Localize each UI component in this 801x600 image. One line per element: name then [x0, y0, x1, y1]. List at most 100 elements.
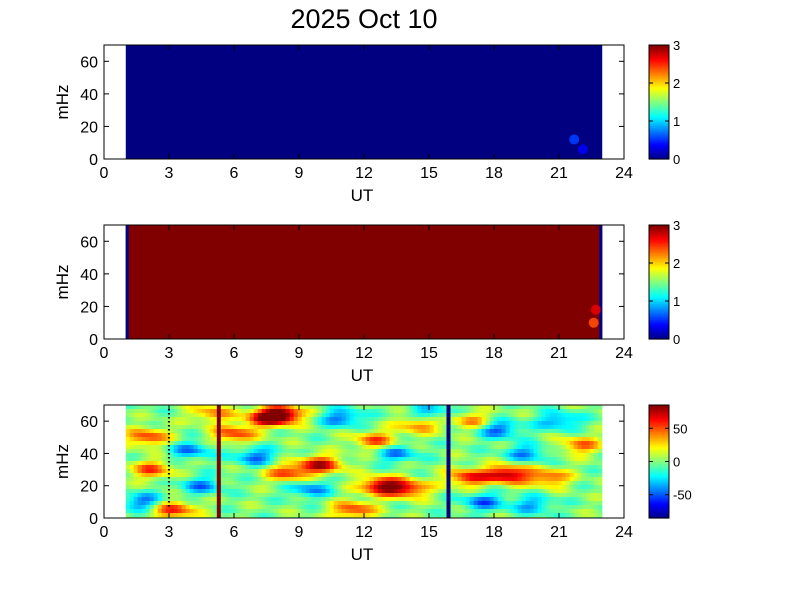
colorbar-segment [649, 93, 669, 96]
dotted-marker [167, 489, 170, 491]
colorbar-segment [649, 128, 669, 132]
colorbar-segment [649, 242, 669, 246]
colorbar: 50 0 -50 [648, 404, 692, 519]
x-tick-label: 9 [295, 345, 304, 362]
colorbar-segment [649, 405, 669, 408]
colorbar-segment [649, 73, 669, 76]
dotted-marker [167, 477, 170, 479]
colorbar-segment [649, 46, 669, 50]
colorbar-segment [649, 427, 669, 431]
colorbar-segment [649, 440, 669, 443]
colorbar-segment [649, 496, 669, 500]
colorbar-segment [649, 226, 669, 230]
x-tick-label: 3 [165, 165, 174, 182]
colorbar-segment [649, 301, 669, 304]
colorbar-segment [649, 61, 669, 64]
x-tick-label: 24 [615, 165, 633, 182]
colorbar-tick-label: 1 [673, 114, 680, 129]
x-tick-label: 6 [230, 345, 239, 362]
colorbar-segment [649, 233, 669, 237]
colorbar-segment [649, 119, 669, 123]
colorbar-segment [649, 465, 669, 468]
colorbar: 0 1 2 3 [648, 38, 680, 167]
colorbar-segment [649, 105, 669, 108]
colorbar-segment [649, 442, 669, 445]
x-tick-label: 0 [100, 165, 109, 182]
colorbar-segment [649, 69, 669, 73]
y-tick-label: 60 [80, 54, 98, 71]
dotted-marker [167, 445, 170, 447]
colorbar-segment [649, 126, 669, 130]
colorbar-segment [649, 282, 669, 285]
colorbar-segment [649, 408, 669, 411]
y-tick-label: 60 [80, 414, 98, 431]
colorbar-segment [649, 321, 669, 324]
colorbar-segment [649, 424, 669, 427]
dotted-marker [167, 441, 170, 443]
colorbar-segment [649, 514, 669, 517]
colorbar-segment [649, 303, 669, 306]
colorbar-segment [649, 308, 669, 312]
colorbar-frame [648, 44, 670, 160]
dotted-marker [167, 457, 170, 459]
colorbar: 0 1 2 3 [648, 218, 680, 347]
colorbar-segment [649, 84, 669, 87]
colorbar-tick-label: 0 [673, 332, 680, 347]
dotted-marker [167, 493, 170, 495]
colorbar-segment [649, 333, 669, 337]
colorbar-segment [649, 468, 669, 471]
spectral-feature [577, 144, 588, 155]
colorbar-segment [649, 450, 669, 454]
colorbar-segment [649, 57, 669, 60]
colorbar-segment [649, 50, 669, 53]
colorbar-segment [649, 265, 669, 269]
colorbar-segment [649, 322, 669, 326]
colorbar-segment [649, 510, 669, 514]
colorbar-segment [649, 267, 669, 271]
colorbar-segment [649, 48, 669, 51]
x-tick-label: 15 [420, 345, 438, 362]
dotted-marker [167, 449, 170, 451]
colorbar-segment [649, 80, 669, 84]
colorbar-tick-label: 50 [673, 421, 687, 436]
colorbar-tick-label: 2 [673, 256, 680, 271]
colorbar-segment [649, 466, 669, 470]
colorbar-segment [649, 130, 669, 133]
colorbar-segment [649, 509, 669, 512]
colorbar-segment [649, 480, 669, 484]
colorbar-segment [649, 102, 669, 105]
colorbar-tick-label: 1 [673, 294, 680, 309]
colorbar-segment [649, 82, 669, 85]
dotted-marker [167, 485, 170, 487]
colorbar-segment [649, 274, 669, 278]
colorbar-segment [649, 241, 669, 244]
colorbar-segment [649, 244, 669, 247]
x-tick-label: 0 [100, 524, 109, 541]
colorbar-segment [649, 59, 669, 62]
colorbar-segment [649, 335, 669, 338]
colorbar-segment [649, 280, 669, 283]
colorbar-frame [648, 224, 670, 340]
x-tick-label: 12 [355, 165, 373, 182]
y-tick-label: 40 [80, 267, 98, 284]
x-tick-label: 18 [485, 345, 503, 362]
colorbar-segment [649, 298, 669, 301]
colorbar-segment [649, 312, 669, 315]
colorbar-segment [649, 125, 669, 128]
x-tick-label: 24 [615, 345, 633, 362]
y-axis-label: mHz [53, 444, 72, 479]
colorbar-segment [649, 498, 669, 501]
colorbar-segment [649, 141, 669, 144]
colorbar-segment [649, 118, 669, 121]
colorbar-segment [649, 66, 669, 69]
colorbar-segment [649, 55, 669, 59]
colorbar-segment [649, 294, 669, 297]
dotted-marker [167, 425, 170, 427]
colorbar-tick-label: 0 [673, 152, 680, 167]
colorbar-segment [649, 337, 669, 340]
colorbar-segment [649, 433, 669, 436]
colorbar-segment [649, 78, 669, 82]
colorbar-segment [649, 486, 669, 489]
